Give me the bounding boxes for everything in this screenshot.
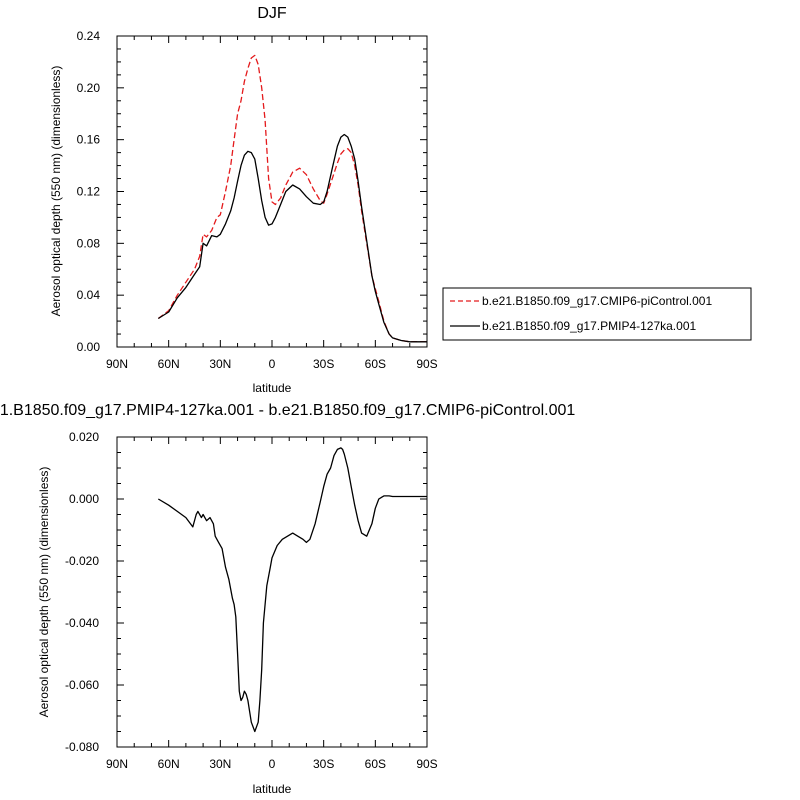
panel-bottom-title: b.e21.B1850.f09_g17.PMIP4-127ka.001 - b.… <box>0 402 575 419</box>
panel-top: DJF 90N 60N 30N 0 30S 60S 90S 0.00 0.04 0.08 0.12 0… <box>49 5 752 395</box>
panel-bottom-series <box>157 447 427 733</box>
panel-top-x-tick-label: 60S <box>365 357 386 371</box>
legend-label-127ka: b.e21.B1850.f09_g17.PMIP4-127ka.001 <box>482 319 696 333</box>
panel-top-y-tick-label: 0.08 <box>77 236 101 250</box>
panel-bottom-x-tick-label: 30N <box>209 757 231 771</box>
panel-bottom-x-tick-label: 90S <box>416 757 437 771</box>
panel-top-x-tick-label: 30S <box>313 357 334 371</box>
panel-top-y-tick-label: 0.00 <box>77 340 101 354</box>
legend-box <box>442 287 752 341</box>
panel-top-plot-frame <box>116 35 428 348</box>
legend-label-piControl: b.e21.B1850.f09_g17.CMIP6-piControl.001 <box>482 294 712 308</box>
legend: b.e21.B1850.f09_g17.CMIP6-piControl.001 … <box>442 287 752 341</box>
panel-bottom-x-tick-label: 90N <box>106 757 128 771</box>
panel-bottom-y-tick-label: 0.020 <box>69 430 99 444</box>
panel-bottom-x-tick-label: 60N <box>158 757 180 771</box>
panel-bottom-x-tick-label: 30S <box>313 757 334 771</box>
panel-top-x-tick-label: 90N <box>106 357 128 371</box>
panel-top-series-line-0 <box>157 54 427 343</box>
panel-bottom-y-tick-label: -0.020 <box>65 554 99 568</box>
panel-top-y-tick-label: 0.24 <box>77 29 101 43</box>
panel-bottom-y-tick-label: -0.080 <box>65 740 99 754</box>
panel-top-y-tick-label: 0.12 <box>77 185 101 199</box>
panel-bottom-x-tick-label: 0 <box>269 757 276 771</box>
panel-bottom-series-line-0 <box>157 447 427 733</box>
panel-top-x-tick-label: 30N <box>209 357 231 371</box>
panel-top-x-tick-label: 0 <box>269 357 276 371</box>
panel-top-title: DJF <box>257 5 287 22</box>
panel-top-y-tick-label: 0.16 <box>77 133 101 147</box>
panel-top-ticks: 90N 60N 30N 0 30S 60S 90S 0.00 0.04 0.08 0.12 0.16 0… <box>77 29 438 371</box>
panel-top-series <box>157 54 427 343</box>
panel-bottom-plot-frame <box>116 436 428 748</box>
panel-top-y-tick-label: 0.20 <box>77 81 101 95</box>
panel-top-x-tick-label: 90S <box>416 357 437 371</box>
panel-bottom-y-axis-label: Aerosol optical depth (550 nm) (dimensio… <box>37 467 51 718</box>
panel-bottom-y-tick-label: 0.000 <box>69 492 99 506</box>
panel-bottom: b.e21.B1850.f09_g17.PMIP4-127ka.001 - b.… <box>0 402 575 796</box>
panel-bottom-ticks: 90N 60N 30N 0 30S 60S 90S -0.080 -0.060 -0.040 -0.… <box>65 430 438 771</box>
panel-bottom-x-tick-label: 60S <box>365 757 386 771</box>
panel-top-series-line-1 <box>157 133 427 343</box>
panel-top-x-axis-label: latitude <box>253 381 292 395</box>
panel-bottom-x-axis-label: latitude <box>253 782 292 796</box>
panel-bottom-y-tick-label: -0.040 <box>65 616 99 630</box>
panel-top-y-tick-label: 0.04 <box>77 288 101 302</box>
panel-bottom-y-tick-label: -0.060 <box>65 678 99 692</box>
panel-top-x-tick-label: 60N <box>158 357 180 371</box>
panel-top-y-axis-label: Aerosol optical depth (550 nm) (dimensio… <box>49 66 63 317</box>
